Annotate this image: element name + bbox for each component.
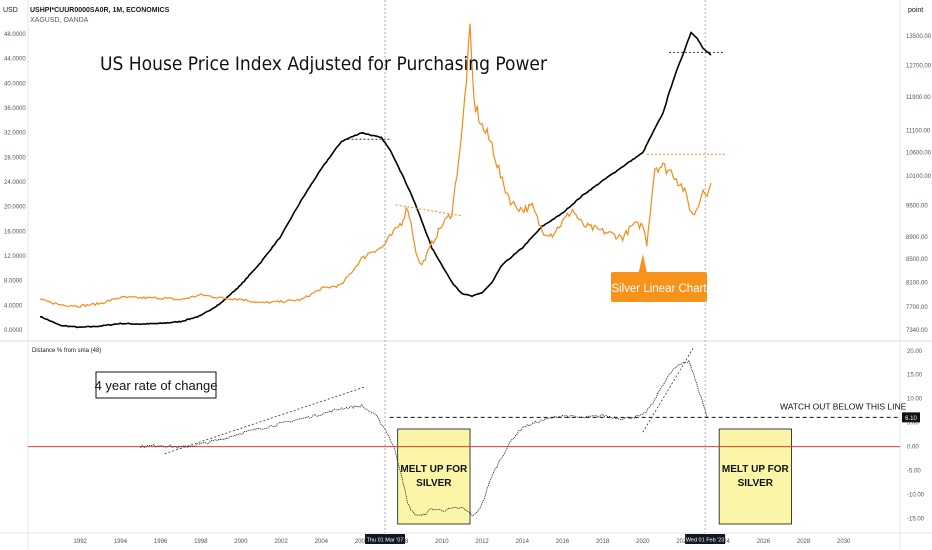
silver-top-2008-line <box>395 204 463 217</box>
right-axis-tick-label: 11900.00 <box>906 95 931 101</box>
time-axis-tick-label: 2004 <box>315 539 329 545</box>
right-axis-tick-label: 11100.00 <box>906 128 931 134</box>
melt-up-label: MELT UP FOR <box>722 464 790 475</box>
right-axis-tick-label: 10100.00 <box>906 174 932 180</box>
right-axis-tick-label: 12700.00 <box>906 63 932 69</box>
silver-callout-label: Silver Linear Chart <box>611 283 707 295</box>
silver-callout <box>611 272 707 302</box>
left-axis-tick-label: 4.0000 <box>4 303 23 309</box>
chart-title: US House Price Index Adjusted for Purcha… <box>100 53 548 75</box>
osc-axis-tick-label: 20.00 <box>907 349 923 355</box>
time-axis-tick-label: 2014 <box>516 539 530 545</box>
left-axis-tick-label: 44.0000 <box>4 57 26 63</box>
melt-up-label: SILVER <box>738 478 774 489</box>
right-axis-tick-label: 8900.00 <box>906 235 928 241</box>
right-axis-tick-label: 8500.00 <box>906 257 928 263</box>
left-axis-tick-label: 24.0000 <box>4 180 26 186</box>
symbol-legend-line1[interactable]: USHPI*CUUR0000SA0R, 1M, ECONOMICS <box>30 7 170 14</box>
time-axis-tick-label: 2016 <box>556 539 570 545</box>
time-axis-tick-label: 2028 <box>797 539 811 545</box>
right-axis-tick-label: 10600.00 <box>906 151 932 157</box>
left-axis-tick-label: 12.0000 <box>4 254 26 260</box>
left-axis-tick-label: 8.0000 <box>4 279 23 285</box>
right-axis-unit-label: point <box>908 7 924 14</box>
time-cursor-label: Thu 01 Mar '07 <box>367 538 404 544</box>
left-axis-tick-label: 0.0000 <box>4 328 23 334</box>
time-axis-tick-label: 2026 <box>757 539 771 545</box>
left-axis-unit-label: USD <box>3 7 18 14</box>
time-axis-tick-label: 1994 <box>114 539 128 545</box>
time-axis-tick-label: 2020 <box>636 539 650 545</box>
silver-line[interactable] <box>39 23 712 308</box>
left-axis-tick-label: 28.0000 <box>4 155 26 161</box>
osc-axis-tick-label: -5.00 <box>907 469 921 475</box>
melt-up-label: MELT UP FOR <box>400 464 468 475</box>
time-cursor-label: Wed 01 Feb '23 <box>686 538 725 544</box>
left-axis-tick-label: 40.0000 <box>4 81 26 87</box>
melt-up-box <box>718 428 792 525</box>
right-axis-tick-label: 7700.00 <box>906 305 928 311</box>
time-cursor-badge <box>685 534 726 544</box>
osc-title: Distance % from sma (48) <box>32 348 101 354</box>
osc-axis-tick-label: -10.00 <box>907 492 925 498</box>
time-axis-tick-label: 1992 <box>74 539 88 545</box>
melt-up-label: SILVER <box>416 478 452 489</box>
osc-axis-tick-label: 15.00 <box>907 373 923 379</box>
symbol-legend-line2[interactable]: XAGUSD, OANDA <box>30 17 89 24</box>
osc-axis-tick-label: 10.00 <box>907 397 923 403</box>
time-axis-tick-label: 2022 <box>676 539 690 545</box>
left-axis-tick-label: 48.0000 <box>4 32 26 38</box>
osc-subtitle-box <box>95 371 217 399</box>
osc-axis-tick-label: -15.00 <box>907 516 925 522</box>
time-axis-tick-label: 2010 <box>435 539 449 545</box>
time-axis-tick-label: 2012 <box>475 539 489 545</box>
osc-trendline <box>164 386 366 455</box>
osc-axis-tick-label: 0.00 <box>907 445 919 451</box>
left-axis-tick-label: 36.0000 <box>4 106 26 112</box>
level-badge-label: 6.10 <box>905 416 917 422</box>
level-badge <box>902 412 920 423</box>
right-axis-tick-label: 9500.00 <box>906 204 928 210</box>
time-axis-tick-label: 2002 <box>274 539 288 545</box>
time-axis-tick-label: 2018 <box>596 539 610 545</box>
osc-subtitle: 4 year rate of change <box>95 378 218 393</box>
left-axis-tick-label: 16.0000 <box>4 229 26 235</box>
time-axis-tick-label: 2030 <box>837 539 851 545</box>
hpi-line[interactable] <box>39 31 712 329</box>
time-cursor-badge <box>365 534 406 544</box>
time-axis-tick-label: 1998 <box>194 539 208 545</box>
osc-line[interactable] <box>140 359 708 517</box>
watch-out-label: WATCH OUT BELOW THIS LINE <box>780 401 907 411</box>
right-axis-tick-label: 8100.00 <box>906 280 928 286</box>
time-axis-tick-label: 1996 <box>154 539 168 545</box>
osc-trendline <box>642 348 694 433</box>
right-axis-tick-label: 7340.00 <box>906 328 928 334</box>
osc-axis-tick-label: 5.00 <box>907 421 919 427</box>
right-axis-tick-label: 13500.00 <box>906 34 932 40</box>
time-axis-tick-label: 2000 <box>234 539 248 545</box>
left-axis-tick-label: 32.0000 <box>4 131 26 137</box>
time-axis-tick-label: 2006 <box>355 539 369 545</box>
left-axis-tick-label: 20.0000 <box>4 205 26 211</box>
silver-callout-pointer <box>638 254 647 272</box>
